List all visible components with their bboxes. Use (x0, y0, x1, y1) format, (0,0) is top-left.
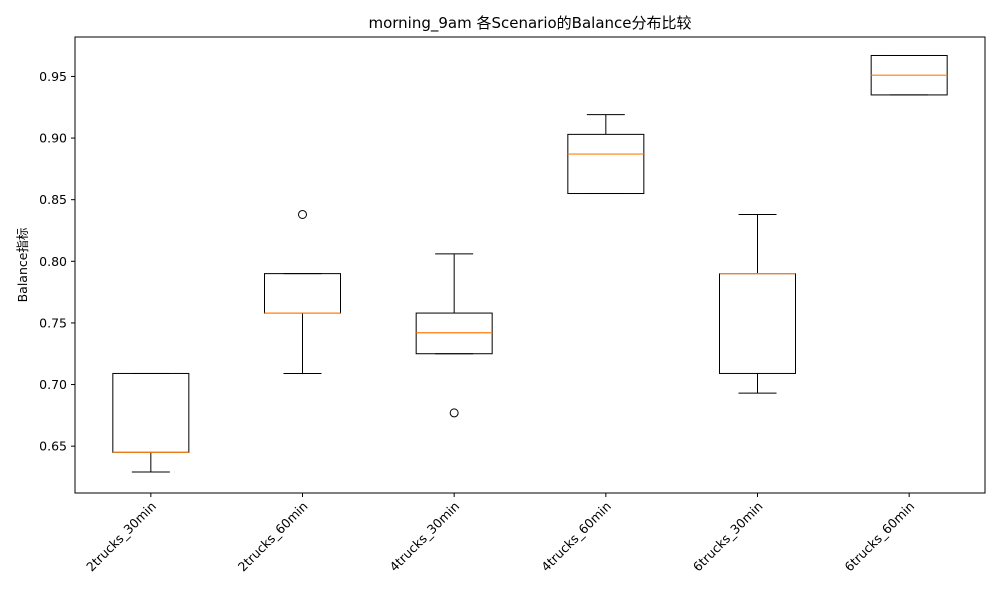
x-tick-label-1: 2trucks_60min (235, 499, 311, 575)
y-tick-label-1: 0.70 (39, 377, 67, 392)
plot-frame (74, 36, 986, 494)
y-tick-label-5: 0.90 (39, 131, 67, 146)
box-0 (112, 372, 190, 453)
plot-area: 0.65 0.70 0.75 0.80 0.85 0.90 0.95 2trucks_30mi… (39, 36, 986, 575)
outlier-1-0 (298, 209, 307, 219)
box-2 (415, 312, 493, 355)
x-tick-label-4: 6trucks_30min (690, 499, 766, 575)
chart-title: morning_9am 各Scenario的Balance分布比较 (368, 14, 691, 33)
x-tick-label-5: 6trucks_60min (841, 499, 917, 575)
box-1 (264, 273, 341, 314)
box-3 (567, 133, 645, 195)
y-tick-label-2: 0.75 (39, 315, 67, 330)
x-tick-label-2: 4trucks_30min (386, 499, 462, 575)
y-tick-label-4: 0.85 (39, 192, 67, 207)
y-axis-label: Balance指标 (15, 228, 30, 303)
y-tick-label-3: 0.80 (39, 254, 67, 269)
y-tick-label-0: 0.65 (39, 439, 67, 454)
y-tick-label-6: 0.95 (39, 69, 67, 84)
x-tick-label-0: 2trucks_30min (83, 499, 159, 575)
box-4 (719, 273, 796, 374)
x-tick-label-3: 4trucks_60min (538, 499, 614, 575)
outlier-2-0 (449, 408, 459, 418)
